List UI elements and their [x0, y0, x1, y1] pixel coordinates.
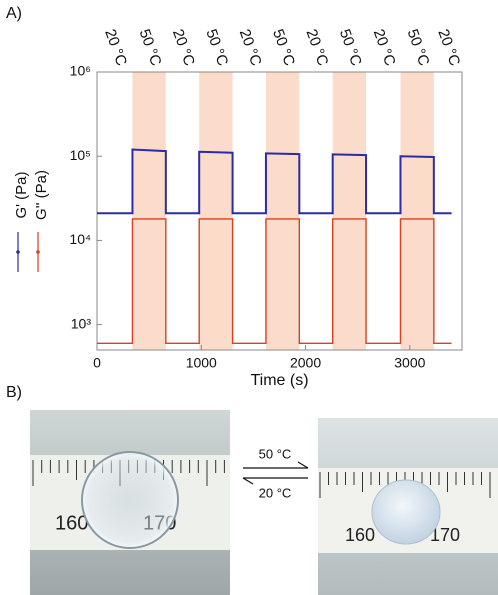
y-tick-label: 10⁶	[70, 63, 91, 79]
plot-frame	[96, 71, 463, 351]
temperature-label: 50 °C	[269, 27, 298, 68]
temperature-label: 50 °C	[202, 27, 231, 68]
ruler-number: 160	[55, 512, 88, 534]
x-tick-label: 2000	[290, 355, 321, 371]
ruler-number: 170	[430, 525, 460, 545]
photo-left: 160 170	[30, 410, 230, 595]
chart: 20 °C 50 °C 20 °C 50 °C 20 °C 50 °C 20 °C 50 °C…	[13, 27, 463, 389]
x-tick-label: 1000	[186, 355, 217, 371]
legend-label: G' (Pa)	[13, 171, 30, 218]
x-axis-label: Time (s)	[250, 372, 308, 389]
series-line	[97, 148, 452, 215]
transparent-gel	[81, 451, 179, 549]
temperature-label: 20 °C	[169, 27, 198, 68]
series-line	[97, 218, 452, 345]
shaded-region	[265, 72, 300, 350]
arrow-label: 20 °C	[259, 485, 292, 500]
legend-label: G'' (Pa)	[33, 170, 50, 220]
legend-dot	[16, 250, 20, 254]
shaded-region	[199, 72, 233, 350]
temperature-label: 20 °C	[101, 27, 130, 68]
temperature-label: 50 °C	[136, 27, 165, 68]
arrow-label: 50 °C	[259, 446, 292, 461]
temperature-label: 50 °C	[336, 27, 365, 68]
temperature-label: 20 °C	[370, 27, 399, 68]
shaded-region	[400, 72, 434, 350]
temperature-label: 20 °C	[236, 27, 265, 68]
y-tick-label: 10⁵	[70, 147, 91, 163]
arrows: 50 °C 20 °C	[242, 446, 309, 500]
y-tick-label: 10⁴	[69, 231, 91, 247]
panel-label: B)	[6, 384, 22, 401]
x-tick-label: 3000	[394, 355, 425, 371]
x-tick-label: 0	[93, 355, 101, 371]
shaded-region	[332, 72, 367, 350]
panel-label: A)	[6, 5, 22, 22]
shaded-region	[132, 72, 166, 350]
temperature-label: 20 °C	[434, 27, 463, 68]
temperature-label: 20 °C	[303, 27, 332, 68]
legend-dot	[36, 250, 40, 254]
opaque-gel	[371, 479, 441, 545]
photo-right: 160 170	[318, 418, 498, 595]
y-tick-label: 10³	[71, 315, 92, 331]
ruler-number: 160	[345, 525, 375, 545]
temperature-label: 50 °C	[404, 27, 433, 68]
